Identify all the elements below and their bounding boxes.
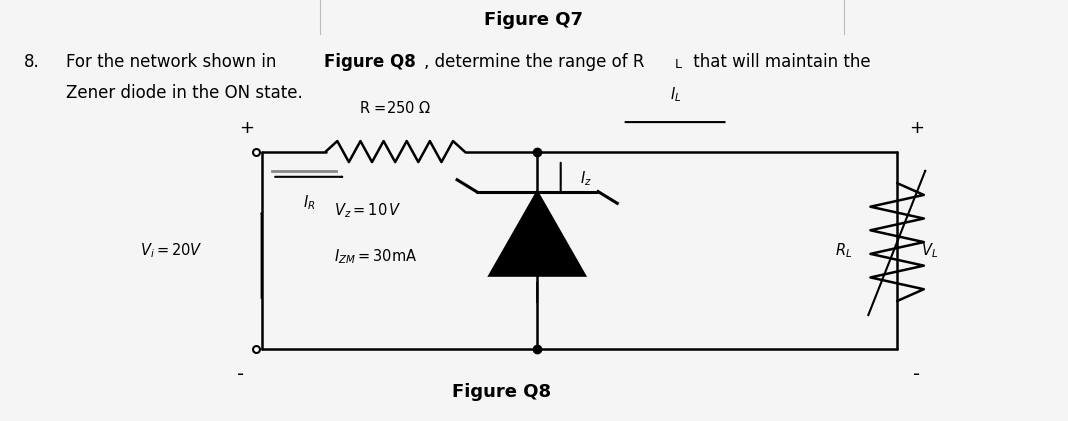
Text: Figure Q7: Figure Q7: [485, 11, 583, 29]
Text: For the network shown in: For the network shown in: [66, 53, 282, 71]
Text: , determine the range of R: , determine the range of R: [424, 53, 644, 71]
Polygon shape: [489, 192, 585, 276]
Text: R =250 $\Omega$: R =250 $\Omega$: [359, 100, 431, 116]
Text: $V_z = 10\,V$: $V_z = 10\,V$: [334, 201, 402, 220]
Text: Figure Q8: Figure Q8: [324, 53, 415, 71]
Text: 8.: 8.: [23, 53, 40, 71]
Text: $I_{ZM} = 30\mathrm{mA}$: $I_{ZM} = 30\mathrm{mA}$: [334, 248, 418, 266]
Text: +: +: [239, 120, 254, 137]
Text: that will maintain the: that will maintain the: [688, 53, 870, 71]
Text: L: L: [675, 58, 682, 71]
Text: $V_i = 20V$: $V_i = 20V$: [140, 241, 202, 260]
Text: Zener diode in the ON state.: Zener diode in the ON state.: [66, 84, 303, 102]
Text: $I_R$: $I_R$: [303, 194, 316, 212]
Text: Figure Q8: Figure Q8: [453, 383, 551, 401]
Text: $R_L$: $R_L$: [835, 241, 852, 260]
Text: $I_L$: $I_L$: [671, 86, 681, 104]
Text: +: +: [909, 120, 924, 137]
Text: $V_L$: $V_L$: [921, 241, 938, 260]
Text: $I_z$: $I_z$: [580, 170, 592, 188]
Text: -: -: [237, 365, 244, 384]
Text: -: -: [913, 365, 920, 384]
